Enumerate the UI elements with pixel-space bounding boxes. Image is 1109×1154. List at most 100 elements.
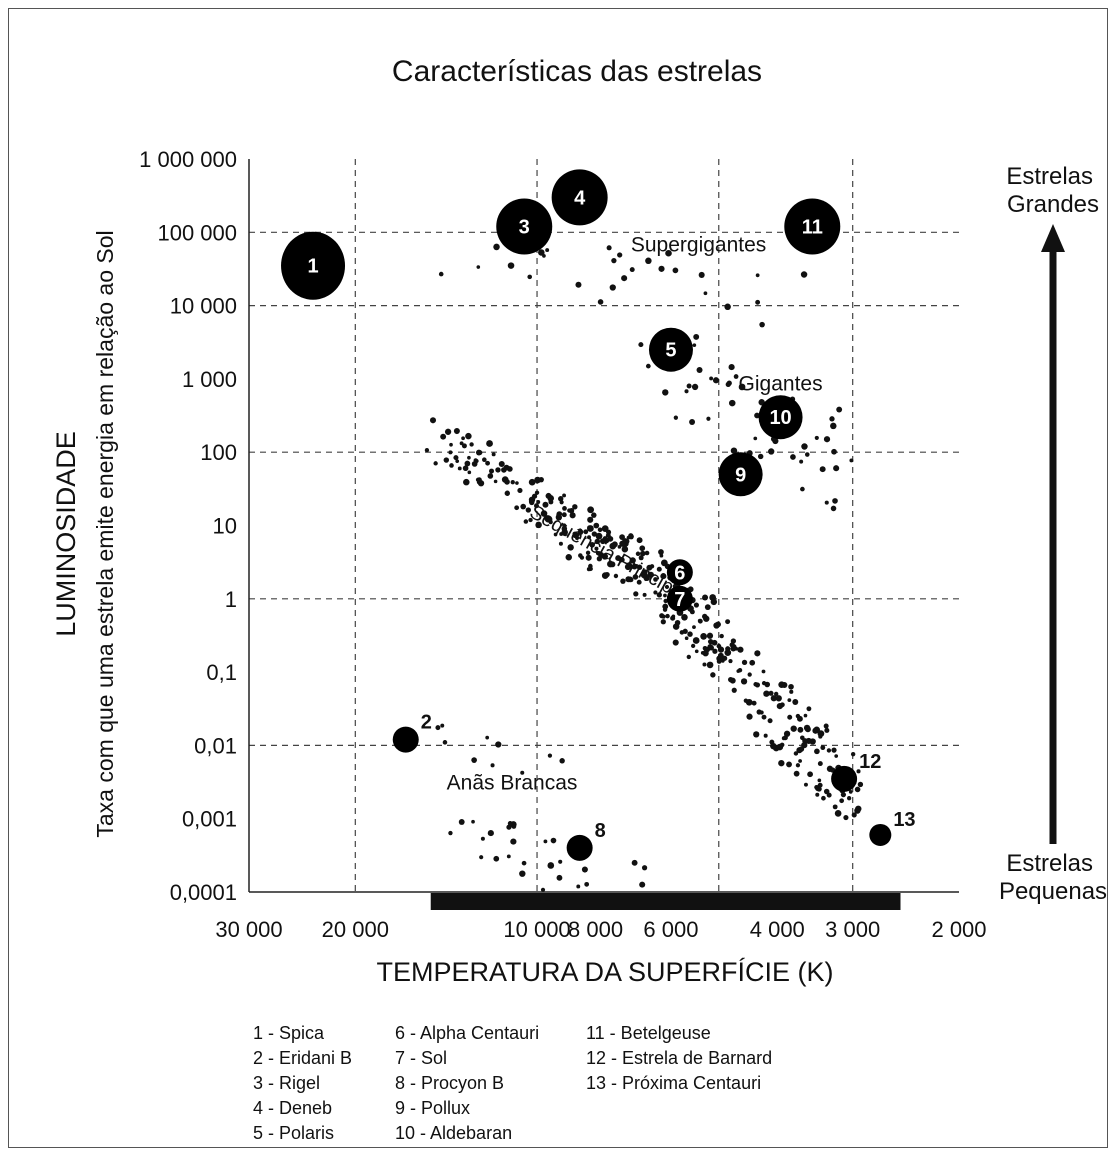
background-star-dot (464, 460, 471, 467)
background-star-dot (558, 496, 564, 502)
background-star-dot (575, 535, 580, 540)
background-star-dot (440, 433, 447, 440)
background-star-dot (645, 257, 652, 265)
background-star-dot (776, 702, 783, 710)
background-star-dot (619, 540, 626, 547)
background-star-dot (704, 604, 711, 611)
background-star-dot (798, 727, 802, 731)
background-star-dot (631, 859, 638, 866)
background-star-dot (632, 574, 639, 580)
background-stars (424, 235, 864, 910)
background-star-dot (433, 461, 438, 466)
background-star-dot (588, 563, 593, 569)
background-star-dot (493, 479, 498, 484)
background-star-dot (596, 550, 601, 556)
background-star-dot (754, 412, 760, 419)
background-star-dot (534, 476, 541, 484)
background-star-dot (597, 299, 604, 305)
background-star-dot (642, 569, 648, 575)
background-star-dot (770, 695, 777, 702)
background-star-dot (830, 505, 837, 512)
background-star-dot (461, 443, 467, 449)
background-star-dot (840, 792, 847, 798)
background-star-dot (453, 428, 460, 435)
background-star-dot (708, 645, 714, 651)
background-star-dot (596, 556, 603, 562)
background-star-dot (467, 470, 472, 475)
background-star-dot (485, 460, 490, 466)
background-star-dot (572, 531, 578, 537)
background-star-dot (747, 672, 752, 677)
background-star-dot (725, 619, 731, 625)
background-star-dot (448, 450, 453, 455)
background-star-dot (611, 257, 617, 264)
background-star-dot (486, 440, 493, 447)
background-star-dot (702, 645, 708, 651)
background-star-dot (778, 759, 785, 767)
background-star-dot (658, 265, 665, 272)
background-star-dot (594, 546, 599, 551)
background-star-dot (832, 498, 838, 504)
background-star-dot (449, 442, 453, 447)
background-star-dot (803, 713, 808, 718)
background-star-dot (656, 592, 662, 598)
y-tick-label: 1 (225, 587, 237, 612)
background-star-dot (814, 435, 819, 440)
background-star-dot (636, 537, 643, 544)
background-star-dot (556, 874, 563, 881)
background-star-dot (763, 690, 770, 697)
background-star-dot (487, 473, 494, 479)
background-star-dot (749, 659, 756, 666)
legend-item: 2 - Eridani B (253, 1048, 352, 1068)
grid-lines (249, 159, 959, 892)
background-star-dot (691, 643, 696, 649)
background-star-dot (507, 821, 513, 826)
legend-item: 10 - Aldebaran (395, 1123, 512, 1143)
background-star-dot (764, 681, 771, 688)
background-star-dot (527, 274, 533, 280)
background-star-dot (631, 563, 638, 570)
background-star-dot (455, 459, 460, 463)
legend-item: 5 - Polaris (253, 1123, 334, 1143)
y-tick-label: 0,0001 (170, 880, 237, 905)
background-star-dot (621, 275, 628, 282)
background-star-dot (713, 622, 720, 629)
region-label: Anãs Brancas (447, 772, 578, 795)
background-star-dot (553, 532, 558, 537)
background-star-dot (547, 495, 555, 502)
y-tick-label: 100 000 (157, 220, 237, 245)
background-star-dot (821, 795, 826, 801)
background-star-dot (834, 810, 842, 817)
background-star-dot (491, 452, 496, 457)
background-star-dot (639, 550, 646, 557)
background-star-dot (558, 541, 563, 546)
background-star-dot (800, 271, 808, 278)
star-label-5: 5 (665, 340, 676, 362)
x-axis-label: TEMPERATURA DA SUPERFÍCIE (K) (376, 957, 833, 987)
background-star-dot (629, 267, 635, 273)
background-star-dot (621, 545, 629, 553)
background-star-dot (745, 698, 753, 706)
background-star-dot (459, 441, 464, 446)
background-star-dot (507, 262, 515, 269)
background-star-dot (584, 881, 590, 887)
background-star-dot (684, 636, 689, 641)
background-star-dot (465, 432, 472, 440)
background-star-dot (562, 493, 566, 498)
background-star-dot (823, 723, 829, 729)
background-star-dot (706, 416, 711, 421)
background-star-dot (733, 374, 739, 379)
background-star-dot (515, 481, 519, 485)
background-star-dot (493, 855, 500, 862)
background-star-dot (660, 573, 667, 580)
background-star-dot (854, 786, 861, 793)
background-star-dot (753, 731, 760, 738)
background-star-dot (583, 529, 589, 535)
background-star-dot (817, 761, 823, 767)
star-label-2: 2 (421, 712, 432, 734)
background-star-dot (529, 499, 535, 506)
background-star-dot (797, 715, 803, 722)
background-star-dot (672, 639, 679, 646)
